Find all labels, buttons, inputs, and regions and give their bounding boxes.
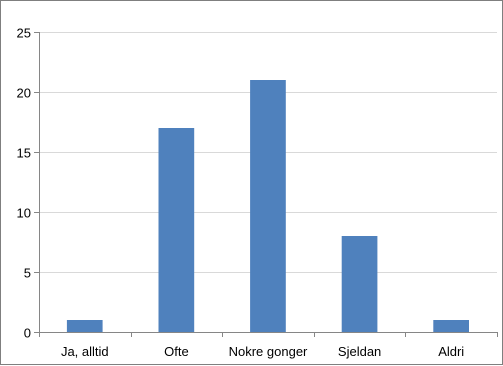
- y-tick-label-25: 25: [17, 26, 31, 41]
- x-tick-label-0: Ja, alltid: [61, 344, 109, 359]
- x-tick-label-4: Aldri: [438, 344, 464, 359]
- x-tick-label-2: Nokre gonger: [229, 344, 308, 359]
- y-tick-label-0: 0: [24, 326, 31, 341]
- y-tick-label-20: 20: [17, 86, 31, 101]
- bar-4: [433, 320, 469, 332]
- x-tick-label-1: Ofte: [164, 344, 189, 359]
- y-tick-label-5: 5: [24, 266, 31, 281]
- bar-1: [158, 128, 195, 332]
- y-tick-label-10: 10: [17, 206, 31, 221]
- x-tick-label-3: Sjeldan: [338, 344, 381, 359]
- x-tick-labels: Ja, alltid Ofte Nokre gonger Sjeldan Aldri: [61, 344, 464, 359]
- bar-0: [66, 320, 103, 332]
- bars: [66, 80, 469, 332]
- y-tick-label-15: 15: [17, 146, 31, 161]
- y-tick-labels: 0 5 10 15 20 25: [17, 26, 31, 341]
- axes: [34, 32, 498, 337]
- bar-3: [341, 236, 378, 332]
- bar-2: [250, 80, 286, 332]
